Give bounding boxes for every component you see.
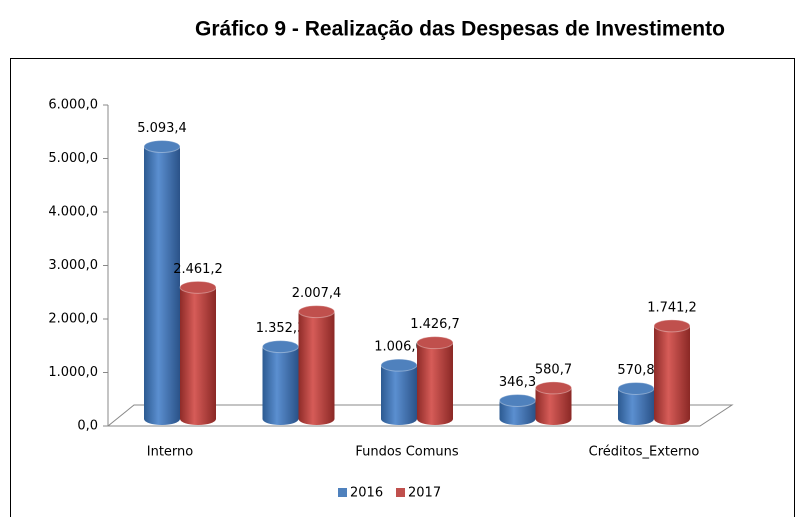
value-label: 580,7 bbox=[535, 362, 572, 377]
bar-top bbox=[298, 305, 335, 319]
bar bbox=[535, 387, 572, 425]
bar bbox=[618, 388, 654, 425]
value-label: 1.006,0 bbox=[374, 340, 424, 355]
legend-swatch bbox=[396, 488, 405, 497]
bar-top bbox=[179, 280, 217, 294]
y-tick-label: 0,0 bbox=[77, 419, 98, 434]
bar bbox=[654, 325, 690, 425]
bar-top bbox=[535, 381, 572, 395]
bar bbox=[381, 365, 417, 425]
x-tick-label: Interno bbox=[147, 445, 194, 460]
legend-label: 2017 bbox=[408, 486, 441, 501]
value-label: 1.741,2 bbox=[647, 300, 697, 315]
value-label: 2.461,2 bbox=[173, 262, 223, 277]
bar bbox=[144, 146, 180, 425]
y-tick-label: 5.000,0 bbox=[48, 151, 98, 166]
value-label: 570,8 bbox=[617, 363, 654, 378]
y-tick-label: 2.000,0 bbox=[48, 312, 98, 327]
bar-top bbox=[380, 358, 418, 372]
bar-top bbox=[617, 381, 655, 395]
y-tick-label: 3.000,0 bbox=[48, 258, 98, 273]
chart-frame bbox=[10, 58, 795, 517]
y-tick-label: 1.000,0 bbox=[48, 365, 98, 380]
value-label: 2.007,4 bbox=[292, 286, 342, 301]
bar-top bbox=[499, 393, 536, 407]
value-label: 5.093,4 bbox=[137, 121, 187, 136]
legend-label: 2016 bbox=[350, 486, 383, 501]
value-label: 346,3 bbox=[499, 375, 536, 390]
bar-top bbox=[143, 140, 181, 154]
chart-title: Gráfico 9 - Realização das Despesas de I… bbox=[195, 18, 725, 41]
bar-top bbox=[653, 319, 691, 333]
value-label: 1.352,3 bbox=[256, 321, 306, 336]
x-tick-label: Fundos Comuns bbox=[355, 445, 459, 460]
bar bbox=[298, 311, 335, 425]
bar bbox=[180, 287, 216, 425]
bar bbox=[262, 346, 299, 425]
bar bbox=[499, 400, 536, 425]
y-tick-label: 6.000,0 bbox=[48, 98, 98, 113]
bar-top bbox=[416, 336, 454, 350]
y-tick-label: 4.000,0 bbox=[48, 205, 98, 220]
x-tick-label: Créditos_Externo bbox=[589, 445, 700, 460]
legend-swatch bbox=[338, 488, 347, 497]
value-label: 1.426,7 bbox=[410, 317, 460, 332]
bar-top bbox=[262, 340, 299, 354]
bar bbox=[417, 342, 453, 425]
